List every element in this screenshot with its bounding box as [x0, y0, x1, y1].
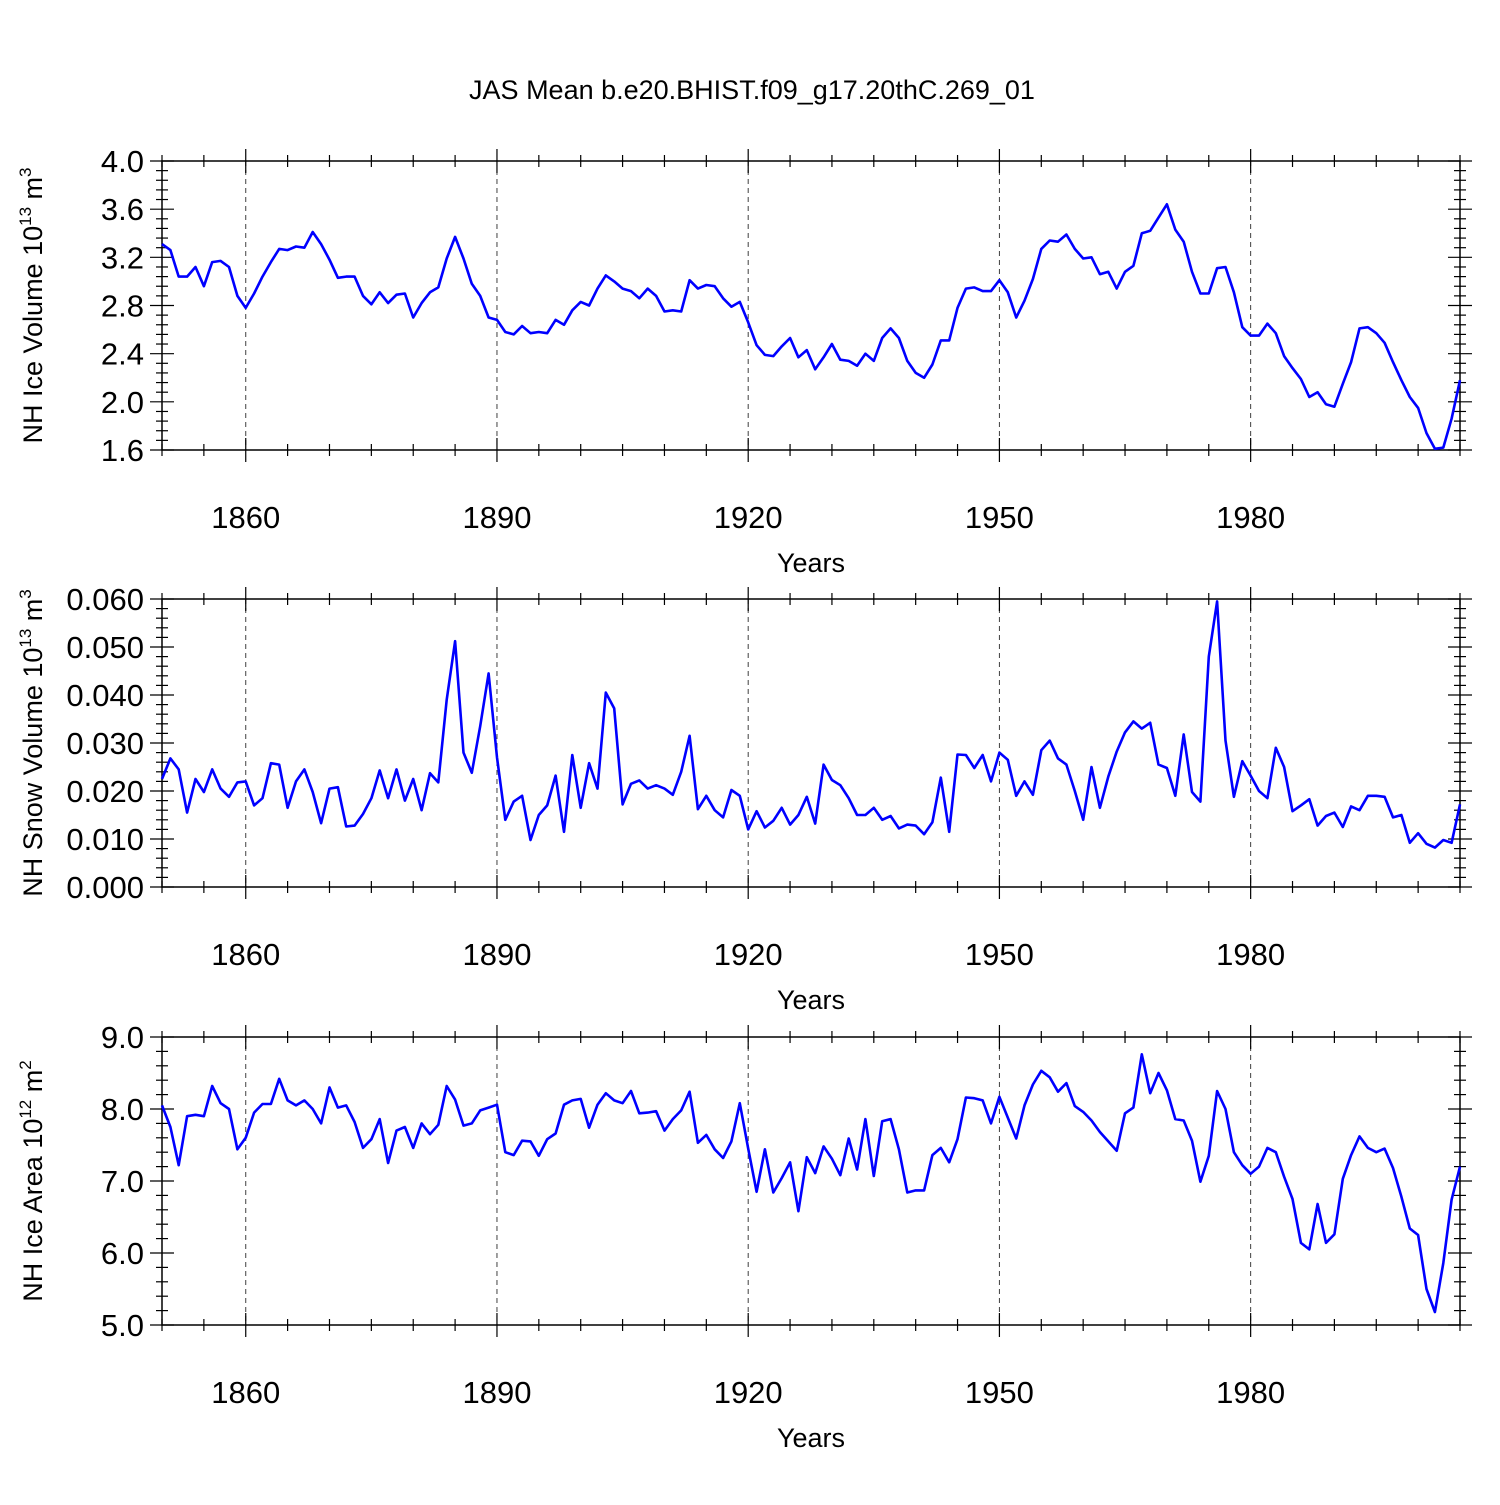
x-tick-label: 1980 [1216, 1375, 1285, 1410]
x-tick-label: 1890 [462, 1375, 531, 1410]
y-tick-label: 0.010 [66, 822, 144, 857]
x-tick-label: 1980 [1216, 937, 1285, 972]
x-axis-label: Years [777, 1423, 845, 1453]
y-axis-label: NH Ice Volume 1013 m3 [16, 168, 48, 444]
y-tick-label: 2.8 [101, 289, 144, 324]
y-tick-label: 8.0 [101, 1092, 144, 1127]
x-tick-label: 1950 [965, 937, 1034, 972]
plot-frame [161, 598, 1461, 888]
y-axis-label: NH Snow Volume 1013 m3 [16, 589, 48, 897]
y-tick-label: 4.0 [101, 144, 144, 179]
panel-ice-volume: 1860 1890 1920 1950 1980 1.6 2.0 2.4 2.8 3.2 3.6 4.… [16, 144, 1472, 578]
x-tick-label: 1980 [1216, 500, 1285, 535]
series-line-ice-area [160, 1053, 1462, 1314]
x-tick-label: 1950 [965, 500, 1034, 535]
y-tick-label: 0.060 [66, 582, 144, 617]
panels: 1860 1890 1920 1950 1980 1.6 2.0 2.4 2.8 3.2 3.6 4.… [16, 144, 1472, 1453]
series-line-ice-volume [161, 203, 1462, 451]
figure-title: JAS Mean b.e20.BHIST.f09_g17.20thC.269_0… [469, 75, 1035, 105]
series-line-snow-volume [160, 600, 1462, 849]
x-tick-label: 1890 [462, 937, 531, 972]
y-tick-label: 0.050 [66, 630, 144, 665]
x-tick-label: 1920 [714, 1375, 783, 1410]
x-tick-label: 1950 [965, 1375, 1034, 1410]
panel-snow-volume: 1860 1890 1920 1950 1980 0.000 0.010 0.020 0.030… [16, 582, 1472, 1015]
plot-frame [161, 1036, 1461, 1326]
y-tick-label: 6.0 [101, 1236, 144, 1271]
panel-ice-area: 1860 1890 1920 1950 1980 5.0 6.0 7.0 8.0 9.0 Years… [16, 1020, 1472, 1453]
y-tick-label: 3.2 [101, 240, 144, 275]
x-tick-label: 1890 [462, 500, 531, 535]
y-tick-label: 9.0 [101, 1020, 144, 1055]
y-tick-label: 1.6 [101, 433, 144, 468]
y-tick-label: 2.0 [101, 385, 144, 420]
y-tick-label: 0.030 [66, 726, 144, 761]
x-tick-label: 1860 [211, 1375, 280, 1410]
y-tick-label: 0.040 [66, 678, 144, 713]
y-axis-label: NH Ice Area 1012 m2 [16, 1060, 48, 1301]
x-tick-label: 1860 [211, 937, 280, 972]
y-tick-label: 3.6 [101, 192, 144, 227]
x-axis-label: Years [777, 985, 845, 1015]
y-tick-label: 5.0 [101, 1308, 144, 1343]
y-tick-label: 2.4 [101, 337, 144, 372]
x-tick-label: 1860 [211, 500, 280, 535]
y-tick-label: 0.020 [66, 774, 144, 809]
x-tick-label: 1920 [714, 937, 783, 972]
x-tick-label: 1920 [714, 500, 783, 535]
x-axis-label: Years [777, 548, 845, 578]
y-tick-label: 0.000 [66, 870, 144, 905]
plot-frame [161, 160, 1461, 451]
y-tick-label: 7.0 [101, 1164, 144, 1199]
